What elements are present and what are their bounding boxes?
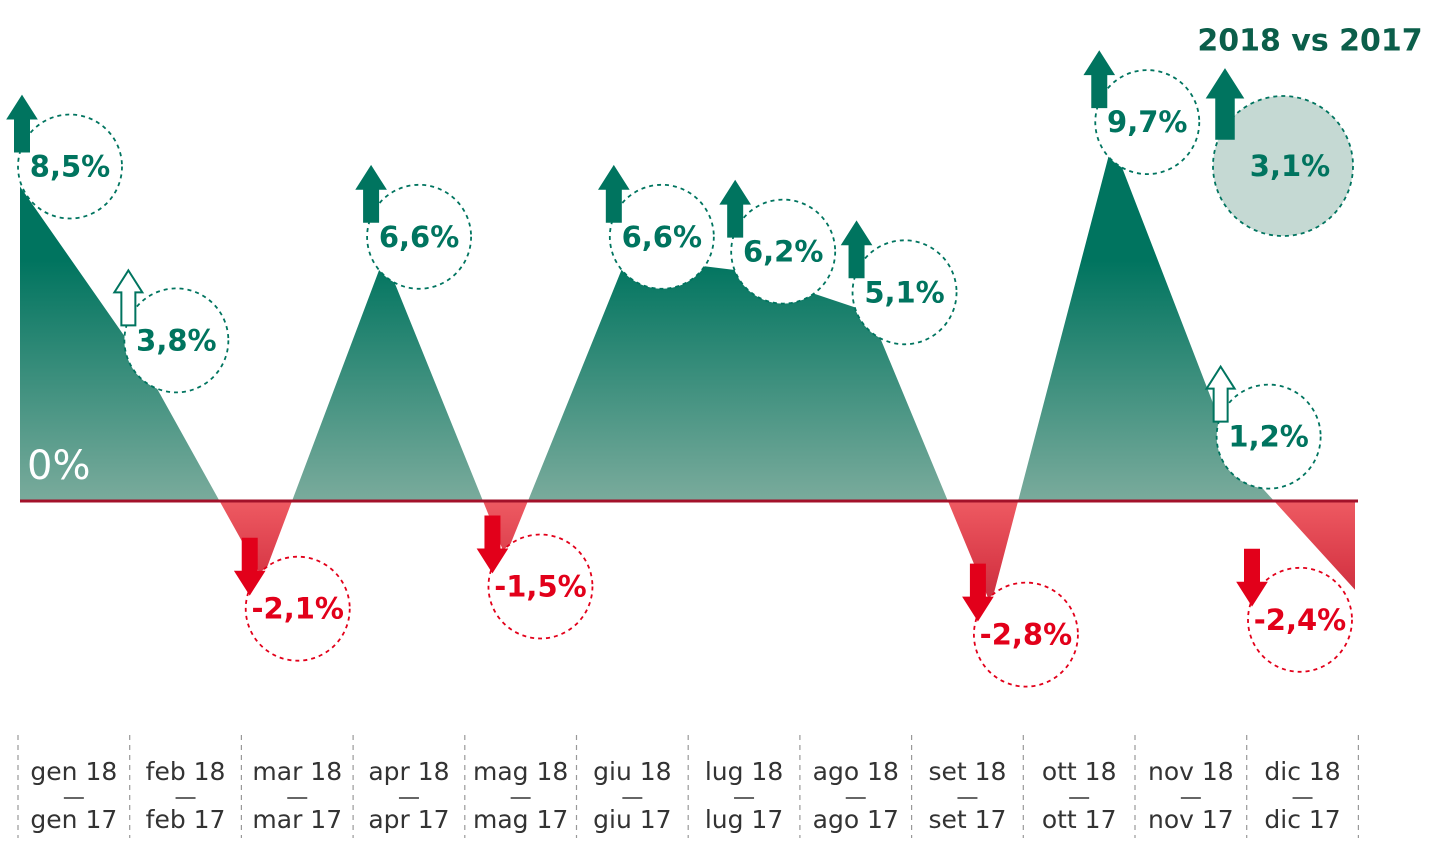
x-tick-label: apr 18 xyxy=(368,757,449,786)
label-circle xyxy=(366,183,472,290)
trend-arrow xyxy=(1083,50,1116,109)
x-tick-label-prev: lug 17 xyxy=(705,805,783,834)
label-circle xyxy=(17,113,123,220)
label-circle xyxy=(608,183,715,290)
x-tick-label-prev: set 17 xyxy=(928,805,1006,834)
trend-arrow xyxy=(476,515,509,574)
x-tick-label: mar 18 xyxy=(252,757,342,786)
value-label: -2,4% xyxy=(1254,603,1346,637)
trend-arrow xyxy=(112,268,145,327)
trend-arrow xyxy=(597,164,630,223)
value-label: 8,5% xyxy=(30,150,110,184)
x-tick-label: ago 18 xyxy=(813,757,899,786)
x-tick-label: lug 18 xyxy=(705,757,783,786)
value-label: 3,8% xyxy=(136,323,216,357)
label-circle xyxy=(730,198,837,305)
x-tick-label: ott 18 xyxy=(1042,757,1117,786)
x-tick-label: feb 18 xyxy=(146,757,226,786)
label-circle xyxy=(1247,566,1353,673)
x-tick-label-prev: feb 17 xyxy=(146,805,226,834)
trend-arrow xyxy=(355,164,387,223)
total-label: 3,1% xyxy=(1250,149,1330,183)
trend-arrow xyxy=(233,537,266,596)
value-label: 1,2% xyxy=(1228,420,1308,454)
x-tick-label: mag 18 xyxy=(473,757,568,786)
x-tick-label-prev: giu 17 xyxy=(593,805,671,834)
x-tick-label-prev: nov 17 xyxy=(1148,805,1234,834)
x-tick-label-prev: ott 17 xyxy=(1042,805,1117,834)
value-label: 5,1% xyxy=(864,275,944,309)
trend-arrow xyxy=(1236,548,1268,607)
value-label: 6,2% xyxy=(743,235,823,269)
chart-title: 2018 vs 2017 xyxy=(1197,24,1422,59)
x-tick-label-prev: gen 17 xyxy=(30,805,117,834)
y-tick-label: 0% xyxy=(27,443,90,489)
x-tick-label: nov 18 xyxy=(1148,757,1234,786)
x-tick-label: dic 18 xyxy=(1264,757,1340,786)
x-tick-label: giu 18 xyxy=(593,757,671,786)
value-label: 6,6% xyxy=(379,220,459,254)
trend-arrow xyxy=(840,220,873,279)
area xyxy=(20,142,1355,605)
trend-arrow xyxy=(6,94,38,153)
label-circle xyxy=(973,581,1079,688)
label-circle xyxy=(851,239,958,346)
x-tick-label-prev: mar 17 xyxy=(252,805,342,834)
value-label: -2,8% xyxy=(980,618,1072,652)
value-label: 9,7% xyxy=(1107,105,1187,139)
x-tick-label: gen 18 xyxy=(30,757,117,786)
label-circle xyxy=(1094,69,1201,175)
x-tick-label-prev: ago 17 xyxy=(813,805,899,834)
value-label: 6,6% xyxy=(622,220,702,254)
value-label: -2,1% xyxy=(251,592,343,626)
x-tick-label: set 18 xyxy=(928,757,1006,786)
total-arrow xyxy=(1205,68,1245,140)
label-circle xyxy=(487,533,594,640)
label-circle xyxy=(1215,383,1322,490)
total-circle xyxy=(1212,95,1354,237)
trend-arrow xyxy=(962,563,994,622)
x-tick-label-prev: dic 17 xyxy=(1264,805,1340,834)
trend-arrow xyxy=(1204,364,1237,423)
label-circle xyxy=(123,287,230,394)
x-tick-label-prev: apr 17 xyxy=(368,805,449,834)
x-tick-label-prev: mag 17 xyxy=(473,805,568,834)
label-circle xyxy=(244,555,351,662)
value-label: -1,5% xyxy=(494,570,586,604)
trend-arrow xyxy=(719,179,752,238)
